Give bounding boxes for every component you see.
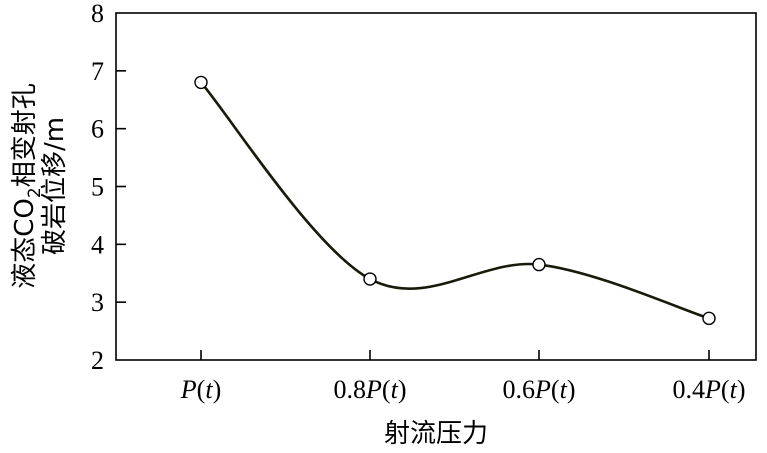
y-axis-title-part-b: 相变射孔 xyxy=(10,83,40,187)
y-axis-title-subscript: 2 xyxy=(25,187,45,198)
y-tick-label: 5 xyxy=(91,173,104,202)
x-tick-label: P(t) xyxy=(180,375,221,404)
data-point xyxy=(363,272,377,286)
data-point xyxy=(532,257,546,272)
series-markers xyxy=(194,75,716,326)
y-axis-title-part-a: 液态CO xyxy=(10,198,40,289)
svg-text:液态CO2相变射孔: 液态CO2相变射孔 xyxy=(10,83,45,288)
plot-frame xyxy=(115,12,757,361)
y-tick-label: 6 xyxy=(91,115,104,144)
data-point xyxy=(702,311,716,326)
x-tick-label: 0.4P(t) xyxy=(673,375,746,404)
data-point xyxy=(194,75,208,90)
y-tick-label: 2 xyxy=(91,346,104,375)
y-axis-title: 液态CO2相变射孔 破岩位移/m xyxy=(10,83,70,288)
x-axis: P(t) 0.8P(t) 0.6P(t) 0.4P(t) xyxy=(180,350,746,404)
series-line xyxy=(200,81,710,320)
y-tick-label: 7 xyxy=(91,57,104,86)
y-tick-label: 3 xyxy=(91,288,104,317)
x-axis-title: 射流压力 xyxy=(384,419,488,449)
y-tick-label: 4 xyxy=(91,230,104,259)
x-tick-label: 0.6P(t) xyxy=(503,375,576,404)
y-tick-label: 8 xyxy=(91,0,104,28)
y-axis-title-line2: 破岩位移/m xyxy=(40,117,70,255)
x-tick-label: 0.8P(t) xyxy=(334,375,407,404)
y-axis: 2 3 4 5 6 7 8 xyxy=(91,0,126,375)
